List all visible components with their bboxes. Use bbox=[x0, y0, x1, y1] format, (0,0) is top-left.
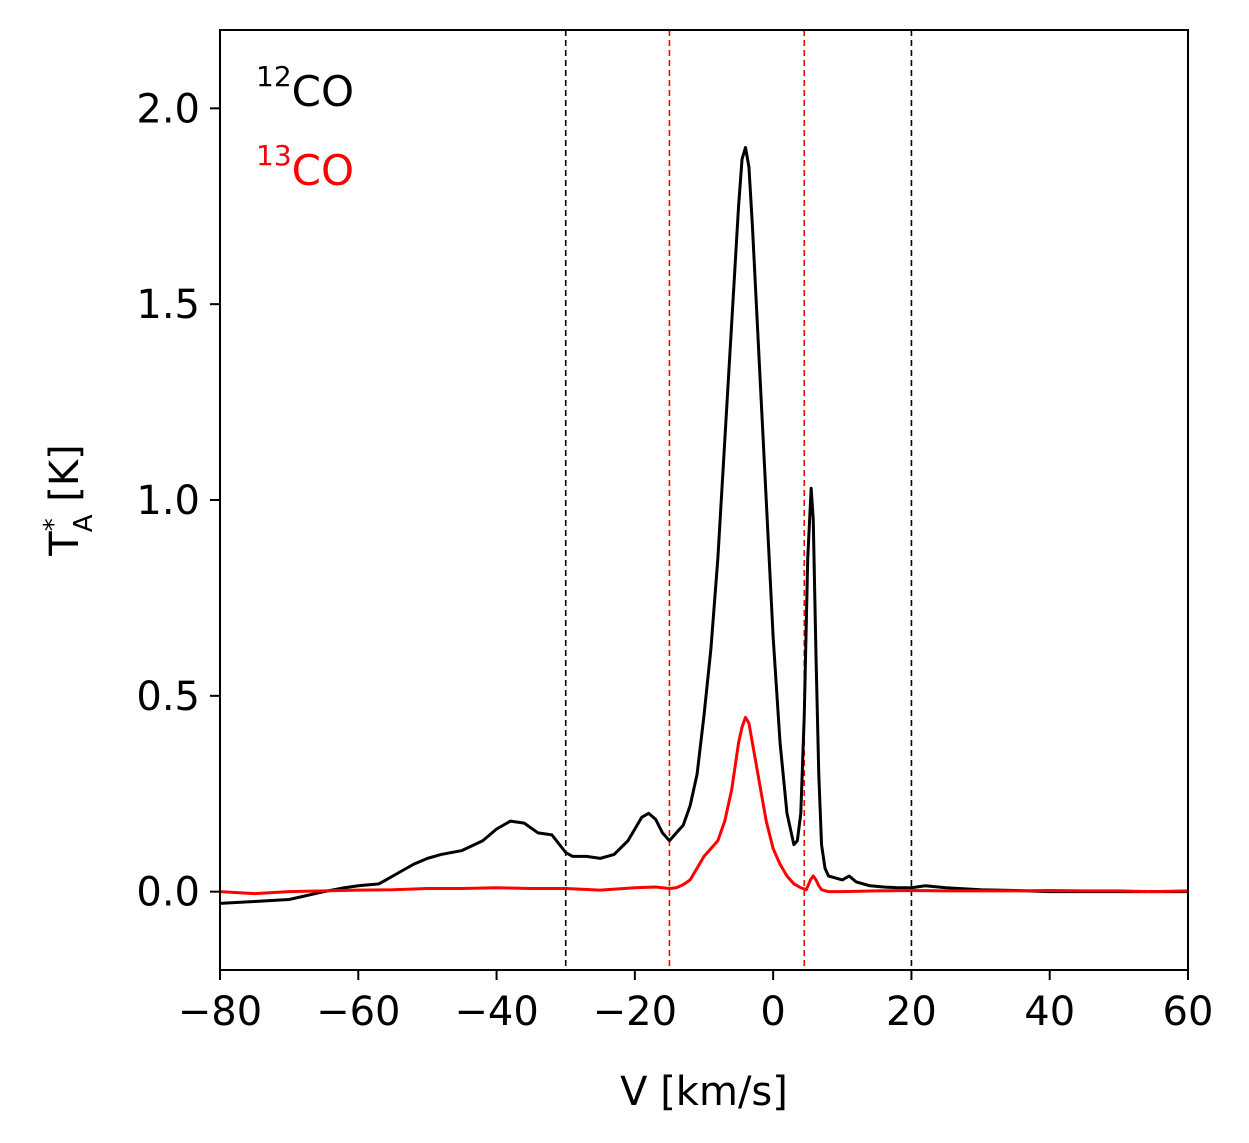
series-12co-line bbox=[220, 146, 1188, 905]
legend-12co-mass-number: 12 bbox=[256, 60, 292, 93]
x-tick-label: −20 bbox=[593, 989, 677, 1035]
y-axis-ticks: 0.0 0.5 1.0 1.5 2.0 bbox=[136, 86, 220, 916]
legend-entry-13co: 13CO bbox=[256, 139, 354, 195]
series-lines bbox=[220, 146, 1188, 905]
legend: 12CO 13CO bbox=[256, 60, 354, 195]
y-tick-label: 0.0 bbox=[136, 870, 200, 916]
x-tick-label: 40 bbox=[1024, 989, 1075, 1035]
x-axis-ticks: −80 −60 −40 −20 0 20 40 60 bbox=[178, 970, 1214, 1035]
y-axis-label-unit-space bbox=[42, 502, 88, 515]
y-tick-label: 0.5 bbox=[136, 674, 200, 720]
x-tick-label: 20 bbox=[886, 989, 937, 1035]
y-axis-label-superscript: * bbox=[39, 518, 69, 531]
y-tick-label: 1.5 bbox=[136, 282, 200, 328]
y-axis-label: T*A [K] bbox=[39, 444, 99, 556]
x-tick-label: −80 bbox=[178, 989, 262, 1035]
legend-entry-12co: 12CO bbox=[256, 60, 354, 116]
x-tick-label: −60 bbox=[316, 989, 400, 1035]
x-tick-label: −40 bbox=[454, 989, 538, 1035]
y-axis-label-main: T bbox=[42, 531, 88, 557]
x-axis-label: V [km/s] bbox=[620, 1069, 788, 1115]
x-tick-label: 60 bbox=[1163, 989, 1214, 1035]
y-tick-label: 2.0 bbox=[136, 86, 200, 132]
vertical-reference-lines bbox=[564, 30, 913, 970]
legend-13co-mass-number: 13 bbox=[256, 139, 292, 172]
series-13co-line bbox=[220, 715, 1188, 896]
legend-12co-species: CO bbox=[292, 67, 354, 116]
x-tick-label: 0 bbox=[760, 989, 785, 1035]
y-tick-label: 1.0 bbox=[136, 478, 200, 524]
y-axis-label-unit: [K] bbox=[42, 444, 88, 501]
y-axis-label-subscript: A bbox=[69, 514, 99, 532]
legend-13co-species: CO bbox=[292, 146, 354, 195]
